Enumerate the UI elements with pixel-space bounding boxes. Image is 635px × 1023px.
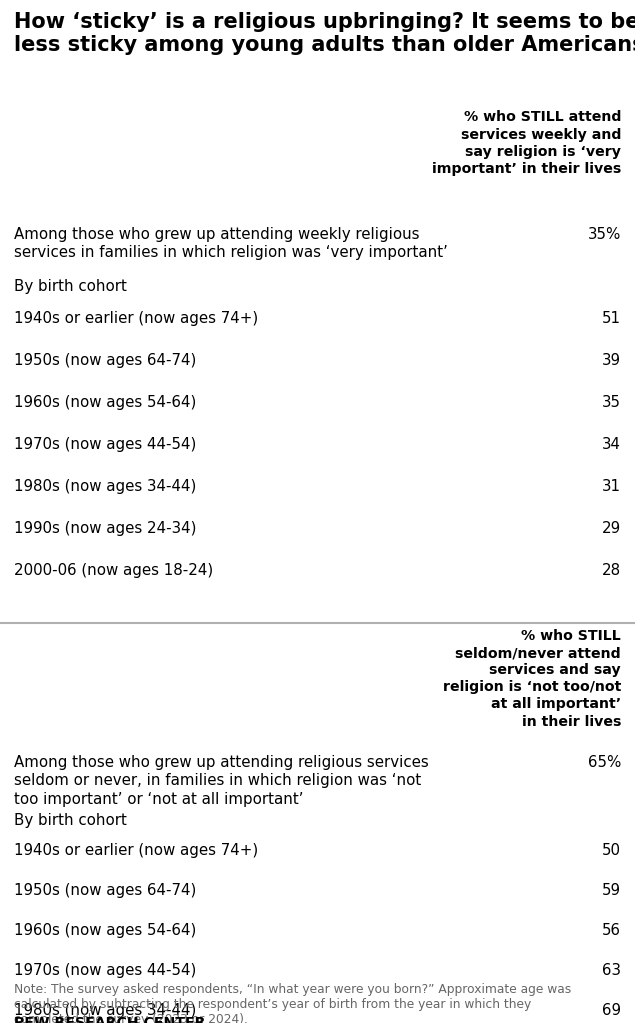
Text: Note: The survey asked respondents, “In what year were you born?” Approximate ag: Note: The survey asked respondents, “In … (14, 983, 572, 996)
Text: 1970s (now ages 44-54): 1970s (now ages 44-54) (14, 437, 196, 452)
Text: 50: 50 (602, 843, 621, 858)
Text: 29: 29 (602, 521, 621, 536)
Text: 1980s (now ages 34-44): 1980s (now ages 34-44) (14, 1003, 196, 1018)
Text: 1950s (now ages 64-74): 1950s (now ages 64-74) (14, 883, 196, 898)
Text: 28: 28 (602, 563, 621, 578)
Text: % who STILL
seldom/never attend
services and say
religion is ‘not too/not
at all: % who STILL seldom/never attend services… (443, 629, 621, 728)
Text: 56: 56 (602, 923, 621, 938)
Text: 35%: 35% (587, 227, 621, 242)
Text: calculated by subtracting the respondent’s year of birth from the year in which : calculated by subtracting the respondent… (14, 998, 531, 1011)
Text: 1960s (now ages 54-64): 1960s (now ages 54-64) (14, 395, 196, 410)
Text: 65%: 65% (587, 755, 621, 770)
Text: PEW RESEARCH CENTER: PEW RESEARCH CENTER (14, 1017, 206, 1023)
Text: 1980s (now ages 34-44): 1980s (now ages 34-44) (14, 479, 196, 494)
Text: completed the survey (2023 or 2024).: completed the survey (2023 or 2024). (14, 1013, 248, 1023)
Text: 1950s (now ages 64-74): 1950s (now ages 64-74) (14, 353, 196, 368)
Text: 31: 31 (602, 479, 621, 494)
Text: 2000-06 (now ages 18-24): 2000-06 (now ages 18-24) (14, 563, 213, 578)
Text: 63: 63 (602, 963, 621, 978)
Text: By birth cohort: By birth cohort (14, 279, 127, 295)
Text: Among those who grew up attending religious services
seldom or never, in familie: Among those who grew up attending religi… (14, 755, 429, 807)
Text: 69: 69 (602, 1003, 621, 1018)
Text: By birth cohort: By birth cohort (14, 813, 127, 829)
Text: % who STILL attend
services weekly and
say religion is ‘very
important’ in their: % who STILL attend services weekly and s… (432, 110, 621, 176)
Text: 34: 34 (602, 437, 621, 452)
Text: 1940s or earlier (now ages 74+): 1940s or earlier (now ages 74+) (14, 311, 258, 326)
Text: 1960s (now ages 54-64): 1960s (now ages 54-64) (14, 923, 196, 938)
Text: 39: 39 (602, 353, 621, 368)
Text: How ‘sticky’ is a religious upbringing? It seems to be
less sticky among young a: How ‘sticky’ is a religious upbringing? … (14, 12, 635, 54)
Text: 1940s or earlier (now ages 74+): 1940s or earlier (now ages 74+) (14, 843, 258, 858)
Text: 59: 59 (602, 883, 621, 898)
Text: 35: 35 (602, 395, 621, 410)
Text: 1970s (now ages 44-54): 1970s (now ages 44-54) (14, 963, 196, 978)
Text: Among those who grew up attending weekly religious
services in families in which: Among those who grew up attending weekly… (14, 227, 448, 261)
Text: 1990s (now ages 24-34): 1990s (now ages 24-34) (14, 521, 196, 536)
Text: 51: 51 (602, 311, 621, 326)
